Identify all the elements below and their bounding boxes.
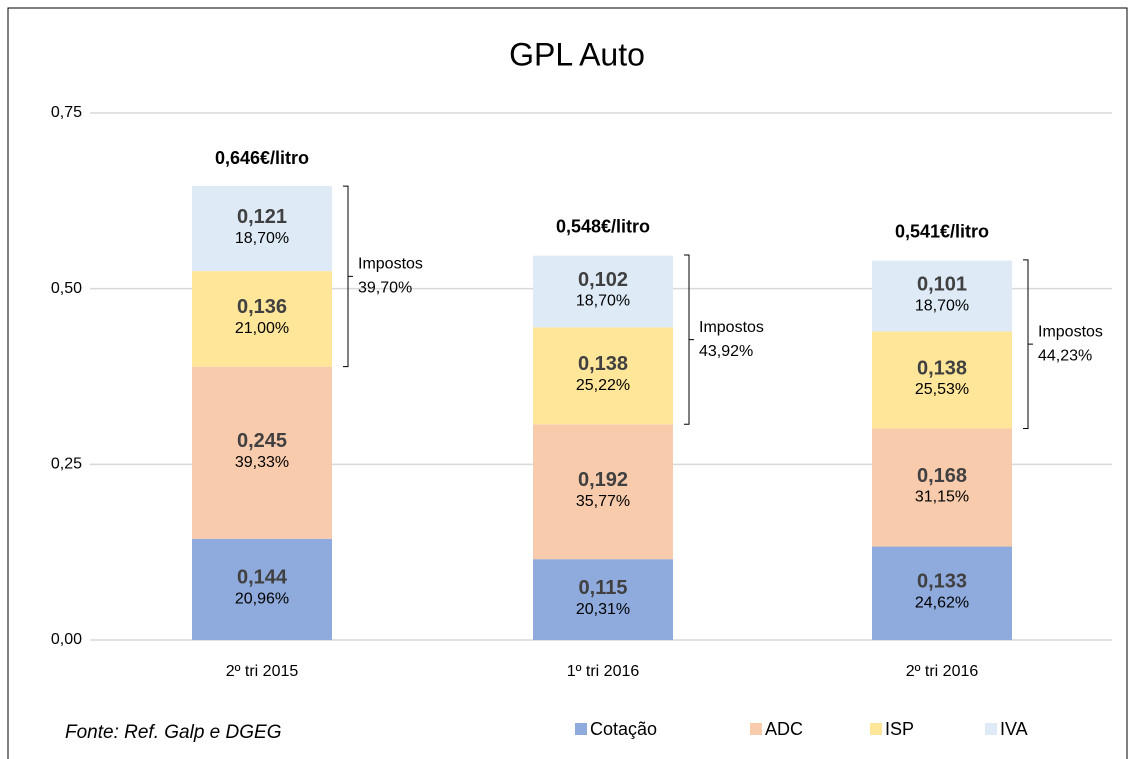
- legend-swatch: [870, 723, 882, 735]
- legend-label: IVA: [1000, 719, 1028, 739]
- bar-segment: [872, 546, 1012, 640]
- share-label: 20,31%: [576, 601, 630, 618]
- value-label: 0,121: [237, 206, 287, 228]
- share-label: 20,96%: [235, 591, 289, 608]
- tax-share-label: 39,70%: [358, 280, 412, 297]
- legend-swatch: [985, 723, 997, 735]
- legend-label: ISP: [885, 719, 914, 739]
- share-label: 18,70%: [915, 297, 969, 314]
- value-label: 0,138: [578, 353, 628, 375]
- value-label: 0,192: [578, 469, 628, 491]
- bar-segment: [533, 559, 673, 640]
- value-label: 0,168: [917, 465, 967, 487]
- value-label: 0,245: [237, 430, 287, 452]
- legend-label: Cotação: [590, 719, 657, 739]
- value-label: 0,138: [917, 357, 967, 379]
- tax-bracket: [343, 185, 353, 368]
- y-tick-label: 0,00: [51, 631, 82, 648]
- bar-segment: [533, 327, 673, 425]
- legend-swatch: [575, 723, 587, 735]
- x-tick-label: 1º tri 2016: [567, 663, 640, 680]
- value-label: 0,144: [237, 567, 288, 589]
- bar-segment: [533, 424, 673, 560]
- chart-frame: [7, 7, 1128, 759]
- source: Fonte: Ref. Galp e DGEG: [65, 722, 281, 743]
- share-label: 35,77%: [576, 493, 630, 510]
- share-label: 18,70%: [576, 293, 630, 310]
- share-label: 25,53%: [915, 381, 969, 398]
- tax-label: Impostos: [358, 256, 423, 273]
- total-label: 0,541€/litro: [895, 222, 989, 242]
- value-label: 0,136: [237, 296, 287, 318]
- x-tick-label: 2º tri 2016: [906, 663, 979, 680]
- total-label: 0,646€/litro: [215, 148, 309, 168]
- tax-share-label: 44,23%: [1038, 347, 1092, 364]
- legend-swatch: [750, 723, 762, 735]
- bar-segment: [192, 366, 332, 539]
- share-label: 18,70%: [235, 230, 289, 247]
- share-label: 21,00%: [235, 320, 289, 337]
- value-label: 0,115: [579, 577, 628, 599]
- bar-segment: [192, 271, 332, 367]
- legend-label: ADC: [765, 719, 803, 739]
- tax-share-label: 43,92%: [699, 343, 753, 360]
- tax-bracket: [1023, 259, 1033, 429]
- y-tick-label: 0,75: [51, 104, 82, 121]
- bar-segment: [872, 331, 1012, 429]
- y-tick-label: 0,25: [51, 456, 82, 473]
- total-label: 0,548€/litro: [556, 217, 650, 237]
- tax-label: Impostos: [699, 319, 764, 336]
- tax-bracket: [684, 254, 694, 425]
- share-label: 25,22%: [576, 377, 630, 394]
- value-label: 0,133: [917, 571, 967, 593]
- bar-segment: [192, 186, 332, 272]
- share-label: 31,15%: [915, 489, 969, 506]
- tax-label: Impostos: [1038, 323, 1103, 340]
- share-label: 39,33%: [235, 454, 289, 471]
- value-label: 0,102: [578, 269, 628, 291]
- y-tick-label: 0,50: [51, 280, 82, 297]
- bar-segment: [872, 260, 1012, 332]
- bar-segment: [533, 255, 673, 328]
- bar-segment: [872, 428, 1012, 547]
- chart-title: GPL Auto: [509, 36, 645, 72]
- bar-segment: [192, 538, 332, 640]
- x-tick-label: 2º tri 2015: [226, 663, 299, 680]
- share-label: 24,62%: [915, 594, 969, 611]
- value-label: 0,101: [917, 273, 967, 295]
